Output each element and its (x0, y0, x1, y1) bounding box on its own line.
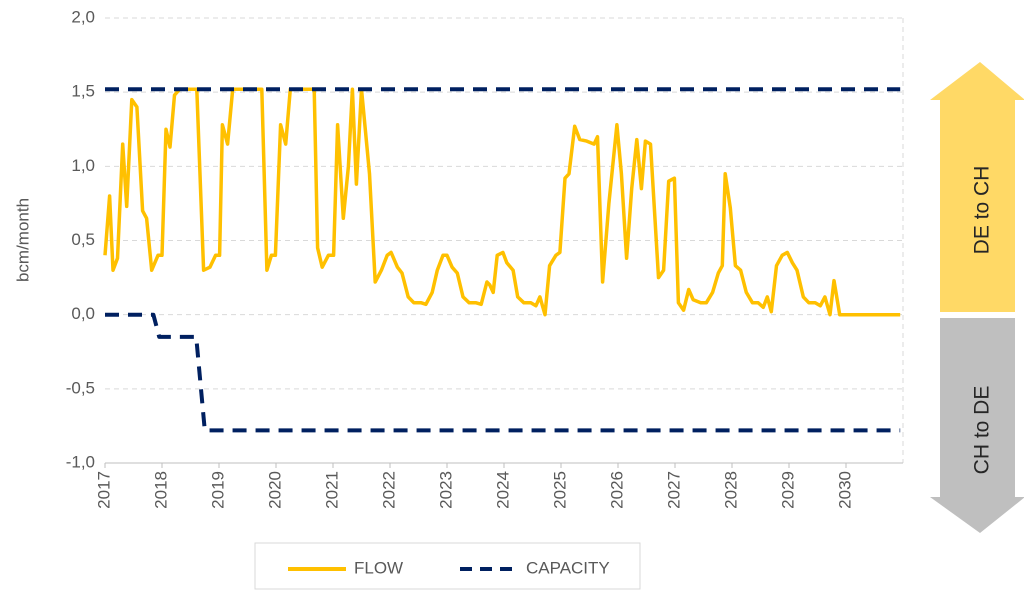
annotation: DE to CH (971, 166, 994, 255)
x-tick-label: 2020 (265, 471, 284, 509)
y-tick-label: 0,5 (71, 230, 95, 249)
x-tick-label: 2027 (664, 471, 683, 509)
y-tick-label: -1,0 (66, 452, 95, 471)
y-tick-label: 2,0 (71, 7, 95, 26)
x-tick-label: 2018 (151, 471, 170, 509)
x-tick-label: 2025 (550, 471, 569, 509)
x-tick-label: 2030 (835, 471, 854, 509)
legend-label: FLOW (354, 558, 403, 577)
legend-box (254, 542, 641, 590)
x-tick-label: 2024 (493, 471, 512, 509)
x-tick-label: 2029 (778, 471, 797, 509)
y-axis-label: bcm/month (13, 198, 32, 282)
x-tick-label: 2022 (379, 471, 398, 509)
x-tick-label: 2026 (607, 471, 626, 509)
annotation: CH to DE (971, 386, 994, 475)
y-tick-label: 0,0 (71, 304, 95, 323)
legend-label: CAPACITY (526, 558, 610, 577)
x-tick-label: 2023 (436, 471, 455, 509)
series-line (103, 87, 901, 317)
x-tick-label: 2028 (721, 471, 740, 509)
series-line (105, 312, 901, 433)
y-tick-label: 1,5 (71, 82, 95, 101)
y-tick-label: 1,0 (71, 156, 95, 175)
arrow-up (930, 62, 1024, 312)
x-tick-label: 2019 (208, 471, 227, 509)
plot-area: -1,0 -0,5 0,0 0,5 1,0 1,5 2,0 2017 2018 2019 2020 2… (66, 7, 904, 509)
y-tick-label: -0,5 (66, 378, 95, 397)
x-tick-label: 2021 (322, 471, 341, 509)
x-tick-label: 2017 (94, 471, 113, 509)
arrow-down (930, 318, 1024, 533)
